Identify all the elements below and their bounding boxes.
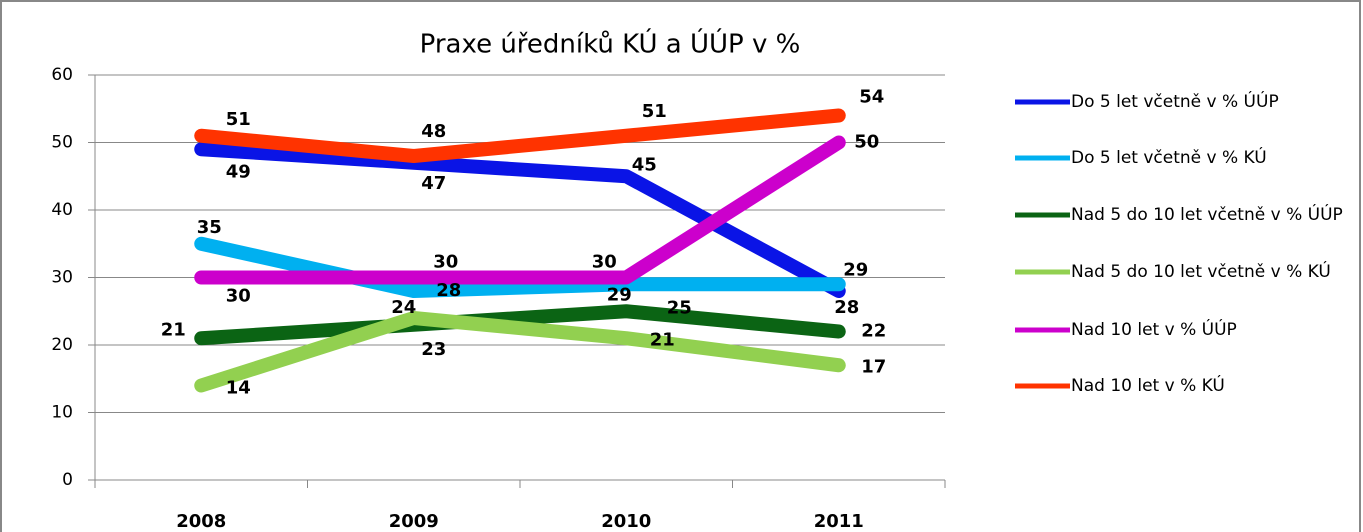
data-label: 17 — [861, 356, 886, 377]
data-label: 30 — [226, 286, 251, 307]
series-line — [194, 236, 846, 298]
data-label: 22 — [861, 321, 886, 342]
x-tick-label: 2009 — [389, 511, 439, 532]
data-label: 49 — [226, 161, 251, 182]
series-line — [194, 135, 846, 285]
data-label: 45 — [632, 154, 657, 175]
data-label: 25 — [667, 297, 692, 318]
data-label: 50 — [854, 132, 879, 153]
legend-label: Nad 10 let v % ÚÚP — [1071, 320, 1237, 340]
legend-label: Do 5 let včetně v % ÚÚP — [1071, 92, 1279, 112]
data-label: 28 — [834, 297, 859, 318]
y-tick-label: 50 — [51, 133, 73, 153]
series-line — [194, 311, 846, 393]
series-line — [194, 108, 846, 163]
data-label: 47 — [421, 173, 446, 194]
y-tick-label: 10 — [51, 403, 73, 423]
data-label: 51 — [226, 109, 251, 130]
data-label: 24 — [391, 297, 416, 318]
y-tick-label: 60 — [51, 65, 73, 85]
legend-label: Nad 5 do 10 let včetně v % ÚÚP — [1071, 205, 1343, 225]
data-label: 51 — [642, 101, 667, 122]
data-label: 29 — [843, 259, 868, 280]
legend-label: Do 5 let včetně v % KÚ — [1071, 148, 1267, 168]
x-tick-label: 2010 — [601, 511, 651, 532]
y-tick-label: 40 — [51, 200, 73, 220]
y-tick-label: 20 — [51, 335, 73, 355]
chart-title: Praxe úředníků KÚ a ÚÚP v % — [420, 28, 801, 60]
data-label: 35 — [197, 217, 222, 238]
y-tick-label: 0 — [62, 470, 73, 490]
data-label: 14 — [226, 378, 251, 399]
data-label: 54 — [859, 87, 884, 108]
data-label: 29 — [607, 284, 632, 305]
y-tick-label: 30 — [51, 268, 73, 288]
legend-label: Nad 10 let v % KÚ — [1071, 376, 1225, 396]
data-label: 23 — [421, 339, 446, 360]
data-label: 30 — [592, 252, 617, 273]
data-label: 21 — [161, 319, 186, 340]
x-tick-label: 2011 — [814, 511, 864, 532]
series-line — [194, 142, 846, 298]
series-line — [194, 304, 846, 346]
legend-label: Nad 5 do 10 let včetně v % KÚ — [1071, 262, 1331, 282]
data-label: 48 — [421, 121, 446, 142]
data-label: 30 — [433, 252, 458, 273]
data-label: 21 — [650, 329, 675, 350]
x-tick-label: 2008 — [176, 511, 226, 532]
data-label: 28 — [436, 280, 461, 301]
